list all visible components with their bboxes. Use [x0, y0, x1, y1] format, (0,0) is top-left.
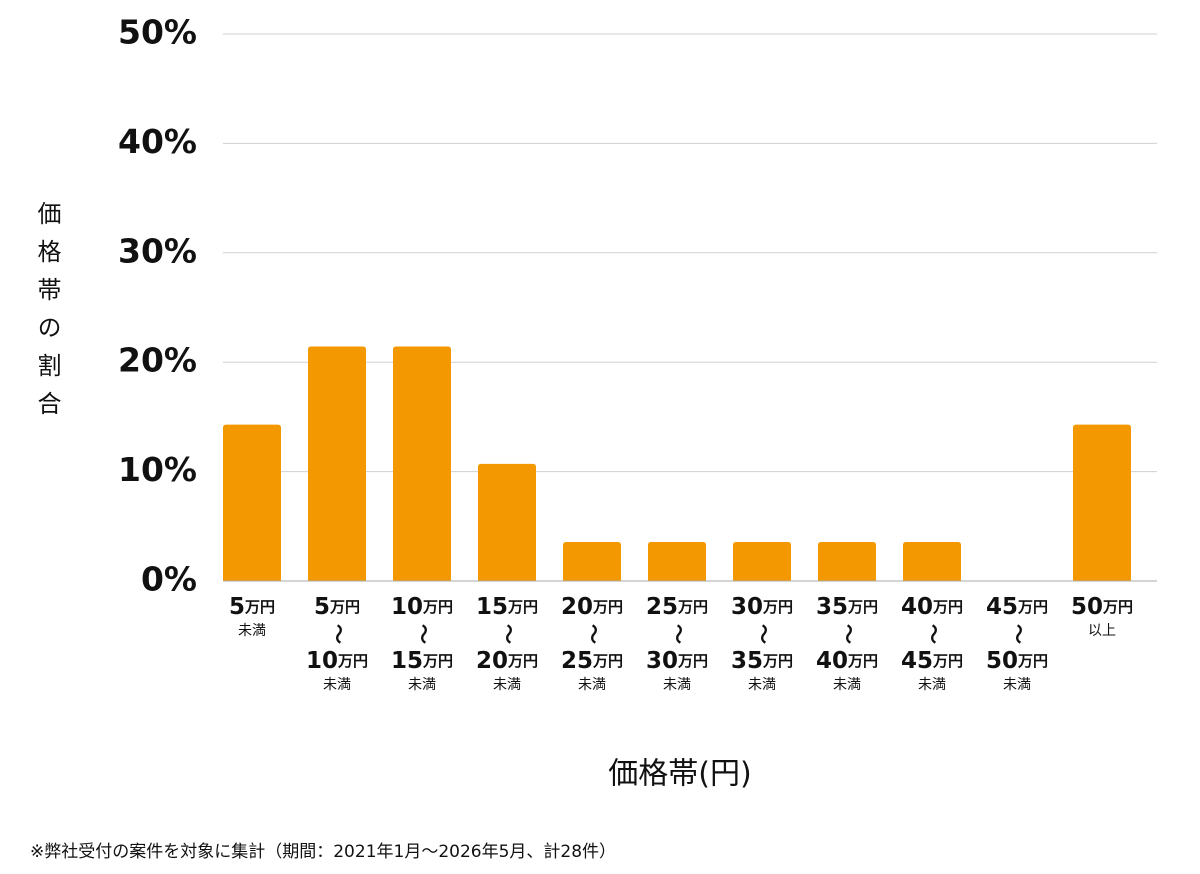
x-tick-label: 未満 — [323, 677, 351, 693]
x-tick-label: 以上 — [1088, 623, 1116, 639]
x-tick-label: 50万円 — [986, 648, 1048, 674]
x-tick-label: 20万円 — [476, 648, 538, 674]
x-tick-label: 未満 — [748, 677, 776, 693]
x-tick-label: ～ — [582, 624, 606, 644]
x-tick-label: 未満 — [408, 677, 436, 693]
bar — [478, 463, 536, 581]
x-tick-label: ～ — [497, 624, 521, 644]
bar — [563, 541, 621, 581]
y-axis-title: 価格帯の割合 — [33, 201, 61, 429]
x-tick-label: 10万円 — [391, 594, 453, 620]
bar — [648, 541, 706, 581]
x-tick-label: 15万円 — [476, 594, 538, 620]
x-tick-label: 30万円 — [646, 648, 708, 674]
x-tick-label: 未満 — [663, 677, 691, 693]
x-tick-label: 40万円 — [901, 594, 963, 620]
x-tick-label: ～ — [752, 624, 776, 644]
x-tick-label: 10万円 — [306, 648, 368, 674]
x-tick-label: 未満 — [238, 623, 266, 639]
x-axis-title: 価格帯(円) — [608, 757, 751, 792]
x-tick-label: 5万円 — [314, 594, 360, 620]
x-tick-label: 45万円 — [901, 648, 963, 674]
bar — [393, 346, 451, 581]
x-tick-label: 45万円 — [986, 594, 1048, 620]
bar — [903, 541, 961, 581]
x-tick-label: 25万円 — [561, 648, 623, 674]
y-tick-label: 40% — [118, 122, 197, 161]
x-tick-label: 未満 — [918, 677, 946, 693]
bar — [1073, 424, 1131, 581]
bar — [818, 541, 876, 581]
x-tick-label: ～ — [327, 624, 351, 644]
x-tick-label: ～ — [667, 624, 691, 644]
y-tick-label: 10% — [118, 450, 197, 489]
x-tick-label: ～ — [837, 624, 861, 644]
bar — [308, 346, 366, 581]
x-tick-label: 35万円 — [731, 648, 793, 674]
y-tick-label: 50% — [118, 13, 197, 52]
y-tick-label: 0% — [141, 560, 197, 599]
x-tick-label: 25万円 — [646, 594, 708, 620]
x-tick-label: 35万円 — [816, 594, 878, 620]
x-tick-label: 20万円 — [561, 594, 623, 620]
x-tick-label: 50万円 — [1071, 594, 1133, 620]
y-tick-label: 20% — [118, 341, 197, 380]
x-tick-label: 未満 — [493, 677, 521, 693]
y-tick-label: 30% — [118, 231, 197, 270]
x-tick-label: ～ — [1007, 624, 1031, 644]
x-tick-label: 未満 — [833, 677, 861, 693]
x-tick-label: ～ — [412, 624, 436, 644]
footnote: ※弊社受付の案件を対象に集計（期間：2021年1月～2026年5月、計28件） — [30, 842, 616, 862]
x-tick-label: ～ — [922, 624, 946, 644]
x-tick-label: 未満 — [1003, 677, 1031, 693]
bar — [223, 424, 281, 581]
bar — [733, 541, 791, 581]
x-tick-label: 未満 — [578, 677, 606, 693]
x-tick-label: 15万円 — [391, 648, 453, 674]
x-tick-label: 5万円 — [229, 594, 275, 620]
x-tick-label: 30万円 — [731, 594, 793, 620]
x-tick-label: 40万円 — [816, 648, 878, 674]
